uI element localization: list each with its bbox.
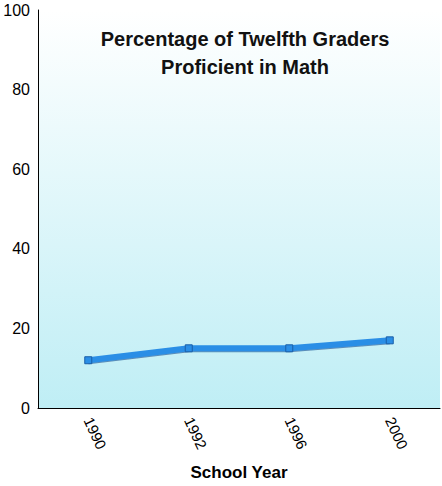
svg-text:40: 40 [12, 240, 30, 257]
svg-text:80: 80 [12, 81, 30, 98]
svg-text:1992: 1992 [181, 414, 211, 451]
svg-text:0: 0 [21, 400, 30, 417]
svg-text:2000: 2000 [382, 414, 412, 451]
svg-text:100: 100 [3, 2, 30, 19]
svg-text:1990: 1990 [81, 414, 111, 451]
svg-text:1996: 1996 [282, 414, 312, 451]
svg-text:Proficient in Math: Proficient in Math [161, 56, 329, 78]
svg-text:School Year: School Year [190, 463, 287, 482]
svg-text:Percentage of Twelfth Graders: Percentage of Twelfth Graders [101, 28, 390, 50]
svg-text:20: 20 [12, 320, 30, 337]
svg-text:60: 60 [12, 161, 30, 178]
